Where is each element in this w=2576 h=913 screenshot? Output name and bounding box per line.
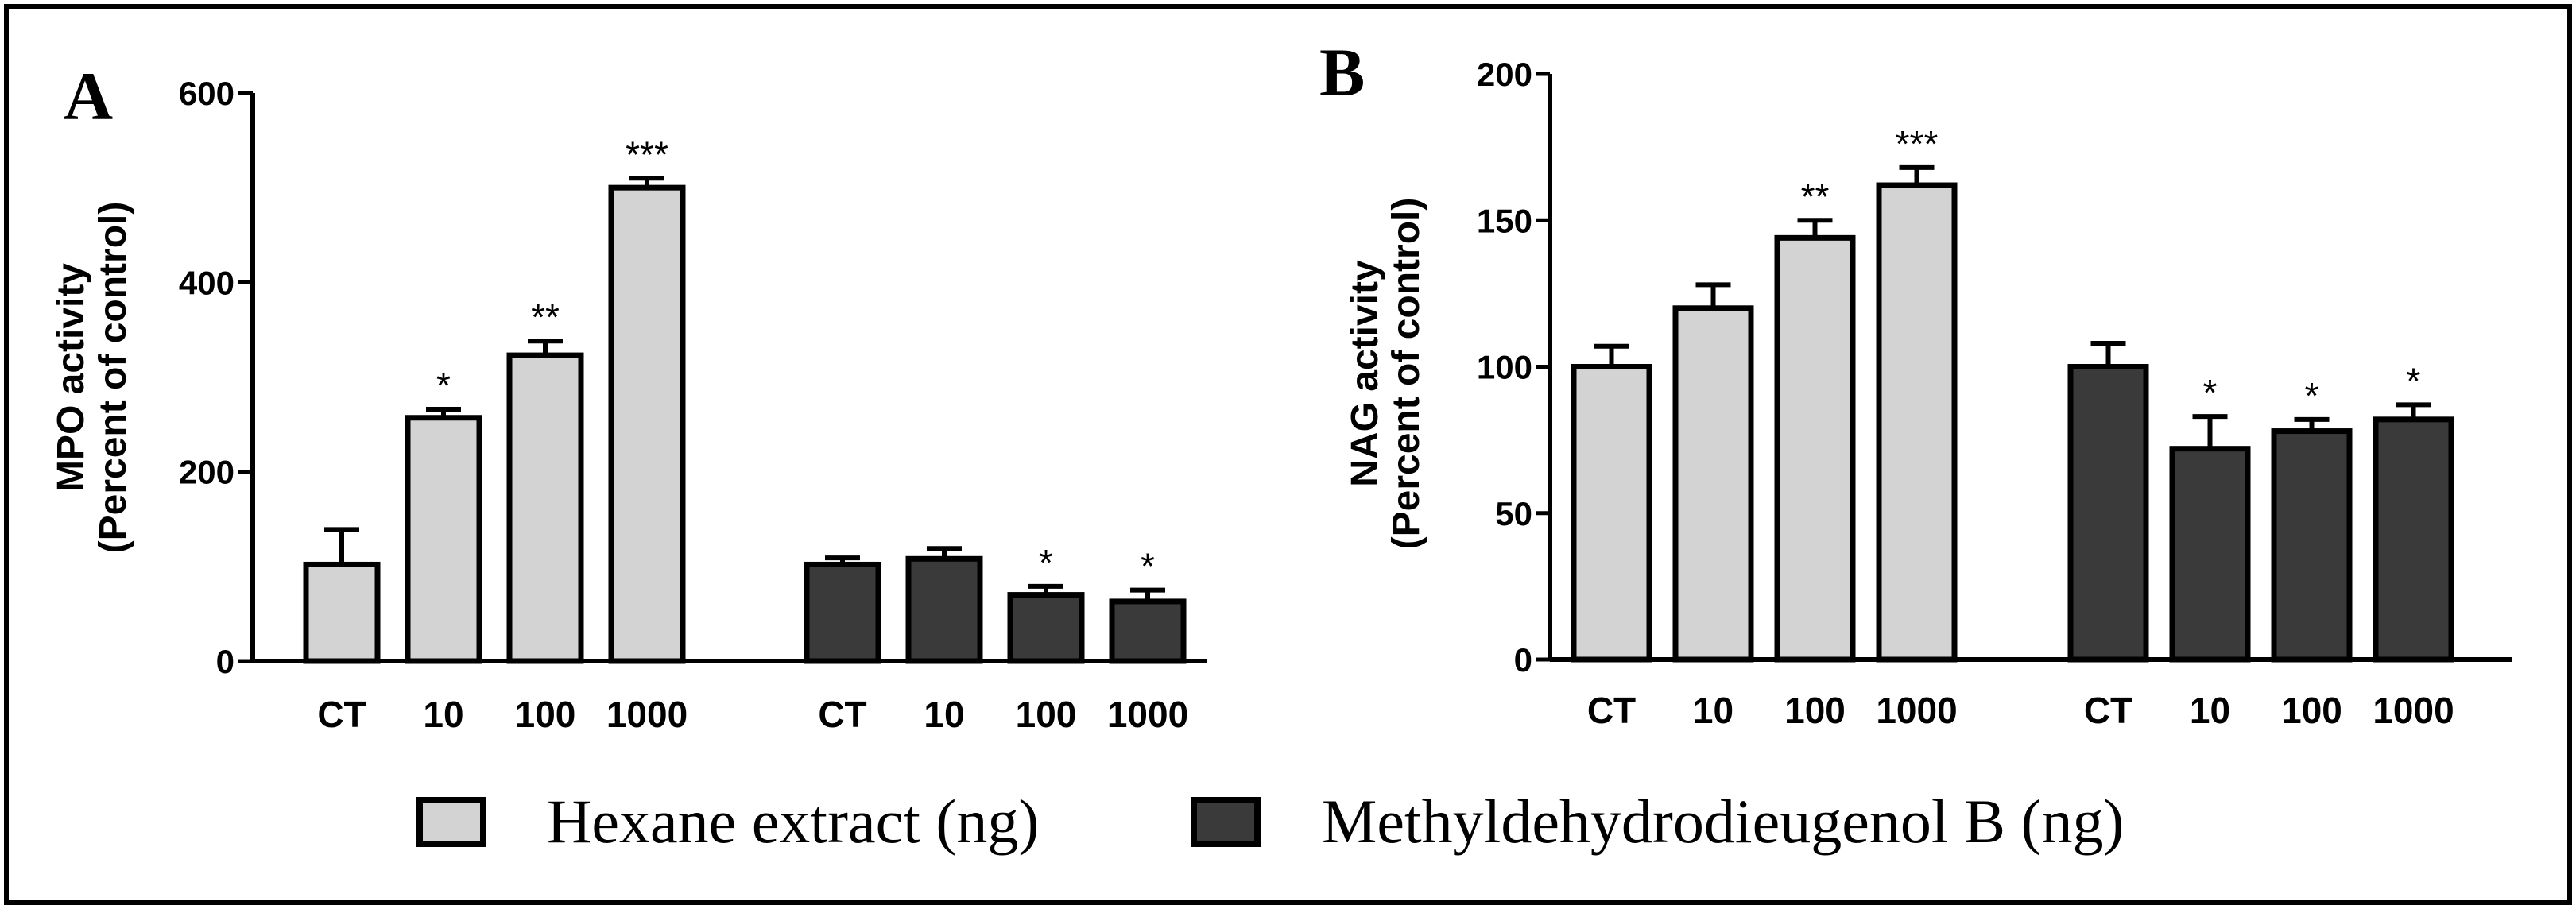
panel-b-bar-hexane [1571, 364, 1652, 663]
panel-a-ytick-label: 0 [216, 643, 234, 680]
panel-a-ytick-label: 200 [179, 454, 234, 491]
panel-b: B NAG activity (Percent of control) 0 50 100 1… [1319, 34, 2512, 731]
panel-b-category-label: 1000 [2373, 690, 2454, 731]
panel-b-bar-methyl [2169, 446, 2251, 663]
legend-swatch-methyl [1191, 797, 1261, 847]
panel-b-significance-label: *** [1896, 123, 1939, 164]
panel-b-bar-hexane [1774, 234, 1856, 663]
panel-a-category-label: 10 [924, 694, 964, 735]
panel-b-ytick-label: 0 [1514, 641, 1532, 679]
panel-b-bar-methyl [2373, 416, 2454, 663]
panel-b-bar-hexane [1672, 305, 1754, 663]
panel-b-ytick-label: 150 [1477, 202, 1532, 239]
panel-a: A MPO activity (Percent of control) 0 200 400… [50, 58, 1207, 735]
panel-b-significance-label: * [2203, 372, 2218, 413]
panel-b-bar-hexane [1876, 182, 1958, 663]
panel-a-bar-methyl [905, 555, 983, 664]
panel-a-significance-label: * [1039, 542, 1053, 583]
panel-b-category-label: 100 [1784, 690, 1846, 731]
panel-a-category-label: 1000 [606, 694, 688, 735]
panel-b-category-label: CT [1587, 690, 1636, 731]
panel-a-ylabel-line2: (Percent of control) [92, 202, 134, 554]
panel-a-category-label: CT [818, 694, 866, 735]
panel-a-bar-hexane [506, 352, 584, 664]
panel-a-category-label: 1000 [1107, 694, 1188, 735]
panel-a-category-label: CT [317, 694, 366, 735]
panel-a-significance-label: * [1141, 546, 1155, 587]
panel-a-bar-hexane [608, 184, 686, 664]
panel-b-ylabel-line1: NAG activity [1344, 260, 1386, 487]
panel-a-significance-label: *** [626, 133, 668, 175]
legend-label-methyl: Methyldehydrodieugenol B (ng) [1322, 787, 2124, 856]
panel-b-ylabel-line2: (Percent of control) [1385, 198, 1427, 550]
panel-a-significance-label: * [436, 365, 451, 406]
panel-b-ytick-label: 50 [1495, 495, 1532, 532]
panel-a-bar-hexane [303, 561, 381, 664]
panel-a-category-label: 10 [423, 694, 463, 735]
panel-b-category-label: CT [2084, 690, 2132, 731]
panel-b-bar-methyl [2271, 428, 2353, 663]
panel-b-category-label: 10 [1693, 690, 1733, 731]
panel-b-significance-label: * [2305, 375, 2319, 416]
panel-a-significance-label: ** [531, 296, 560, 338]
panel-a-category-label: 100 [1016, 694, 1077, 735]
legend-label-hexane: Hexane extract (ng) [547, 787, 1039, 856]
panel-a-bar-methyl [1007, 592, 1085, 664]
panel-a-ylabel-line1: MPO activity [50, 263, 92, 492]
panel-b-letter: B [1319, 34, 1365, 110]
legend: Hexane extract (ng) Methyldehydrodieugen… [416, 787, 2124, 856]
panel-b-significance-label: * [2407, 360, 2421, 401]
legend-swatch-hexane [416, 797, 486, 847]
panel-b-category-label: 1000 [1876, 690, 1957, 731]
panel-b-bar-methyl [2067, 364, 2149, 663]
panel-a-letter: A [64, 58, 113, 134]
panel-a-bar-hexane [405, 415, 482, 664]
panel-a-ytick-label: 600 [179, 75, 234, 112]
panel-a-bar-methyl [1109, 598, 1187, 664]
panel-a-category-label: 100 [515, 694, 576, 735]
panel-a-ytick-label: 400 [179, 264, 234, 301]
panel-b-ytick-label: 100 [1477, 349, 1532, 386]
panel-b-ytick-label: 200 [1477, 56, 1532, 93]
panel-b-category-label: 100 [2281, 690, 2342, 731]
panel-b-significance-label: ** [1801, 176, 1830, 217]
panel-b-category-label: 10 [2190, 690, 2230, 731]
panel-a-bar-methyl [804, 561, 881, 664]
